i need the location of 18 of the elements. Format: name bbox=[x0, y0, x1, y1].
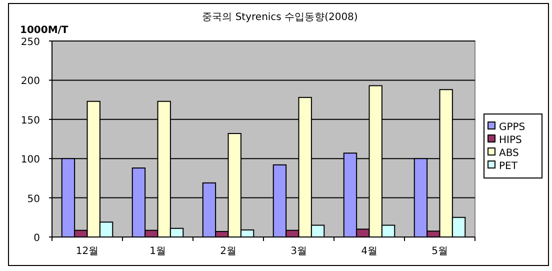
x-tick-label: 3월 bbox=[290, 246, 307, 257]
y-tick-label: 100 bbox=[20, 154, 40, 166]
legend-label: PET bbox=[499, 161, 518, 172]
y-tick-label: 250 bbox=[20, 37, 40, 48]
y-tick-label: 50 bbox=[27, 194, 40, 205]
y-tick-label: 0 bbox=[34, 233, 40, 244]
y-axis-title: 1000M/T bbox=[20, 25, 68, 36]
y-tick-label: 200 bbox=[20, 76, 40, 88]
legend-label: HIPS bbox=[499, 135, 522, 146]
x-tick-label: 12월 bbox=[76, 246, 99, 257]
x-tick-label: 5월 bbox=[432, 246, 448, 257]
x-tick-label: 4월 bbox=[361, 246, 378, 257]
y-tick-label: 150 bbox=[20, 115, 40, 126]
legend-label: GPPS bbox=[499, 122, 526, 133]
x-tick-label: 1월 bbox=[150, 246, 166, 257]
legend-label: ABS bbox=[499, 148, 519, 159]
x-tick-label: 2월 bbox=[220, 246, 236, 257]
chart-title: 중국의 Styrenics 수입동향(2008) bbox=[202, 12, 358, 23]
